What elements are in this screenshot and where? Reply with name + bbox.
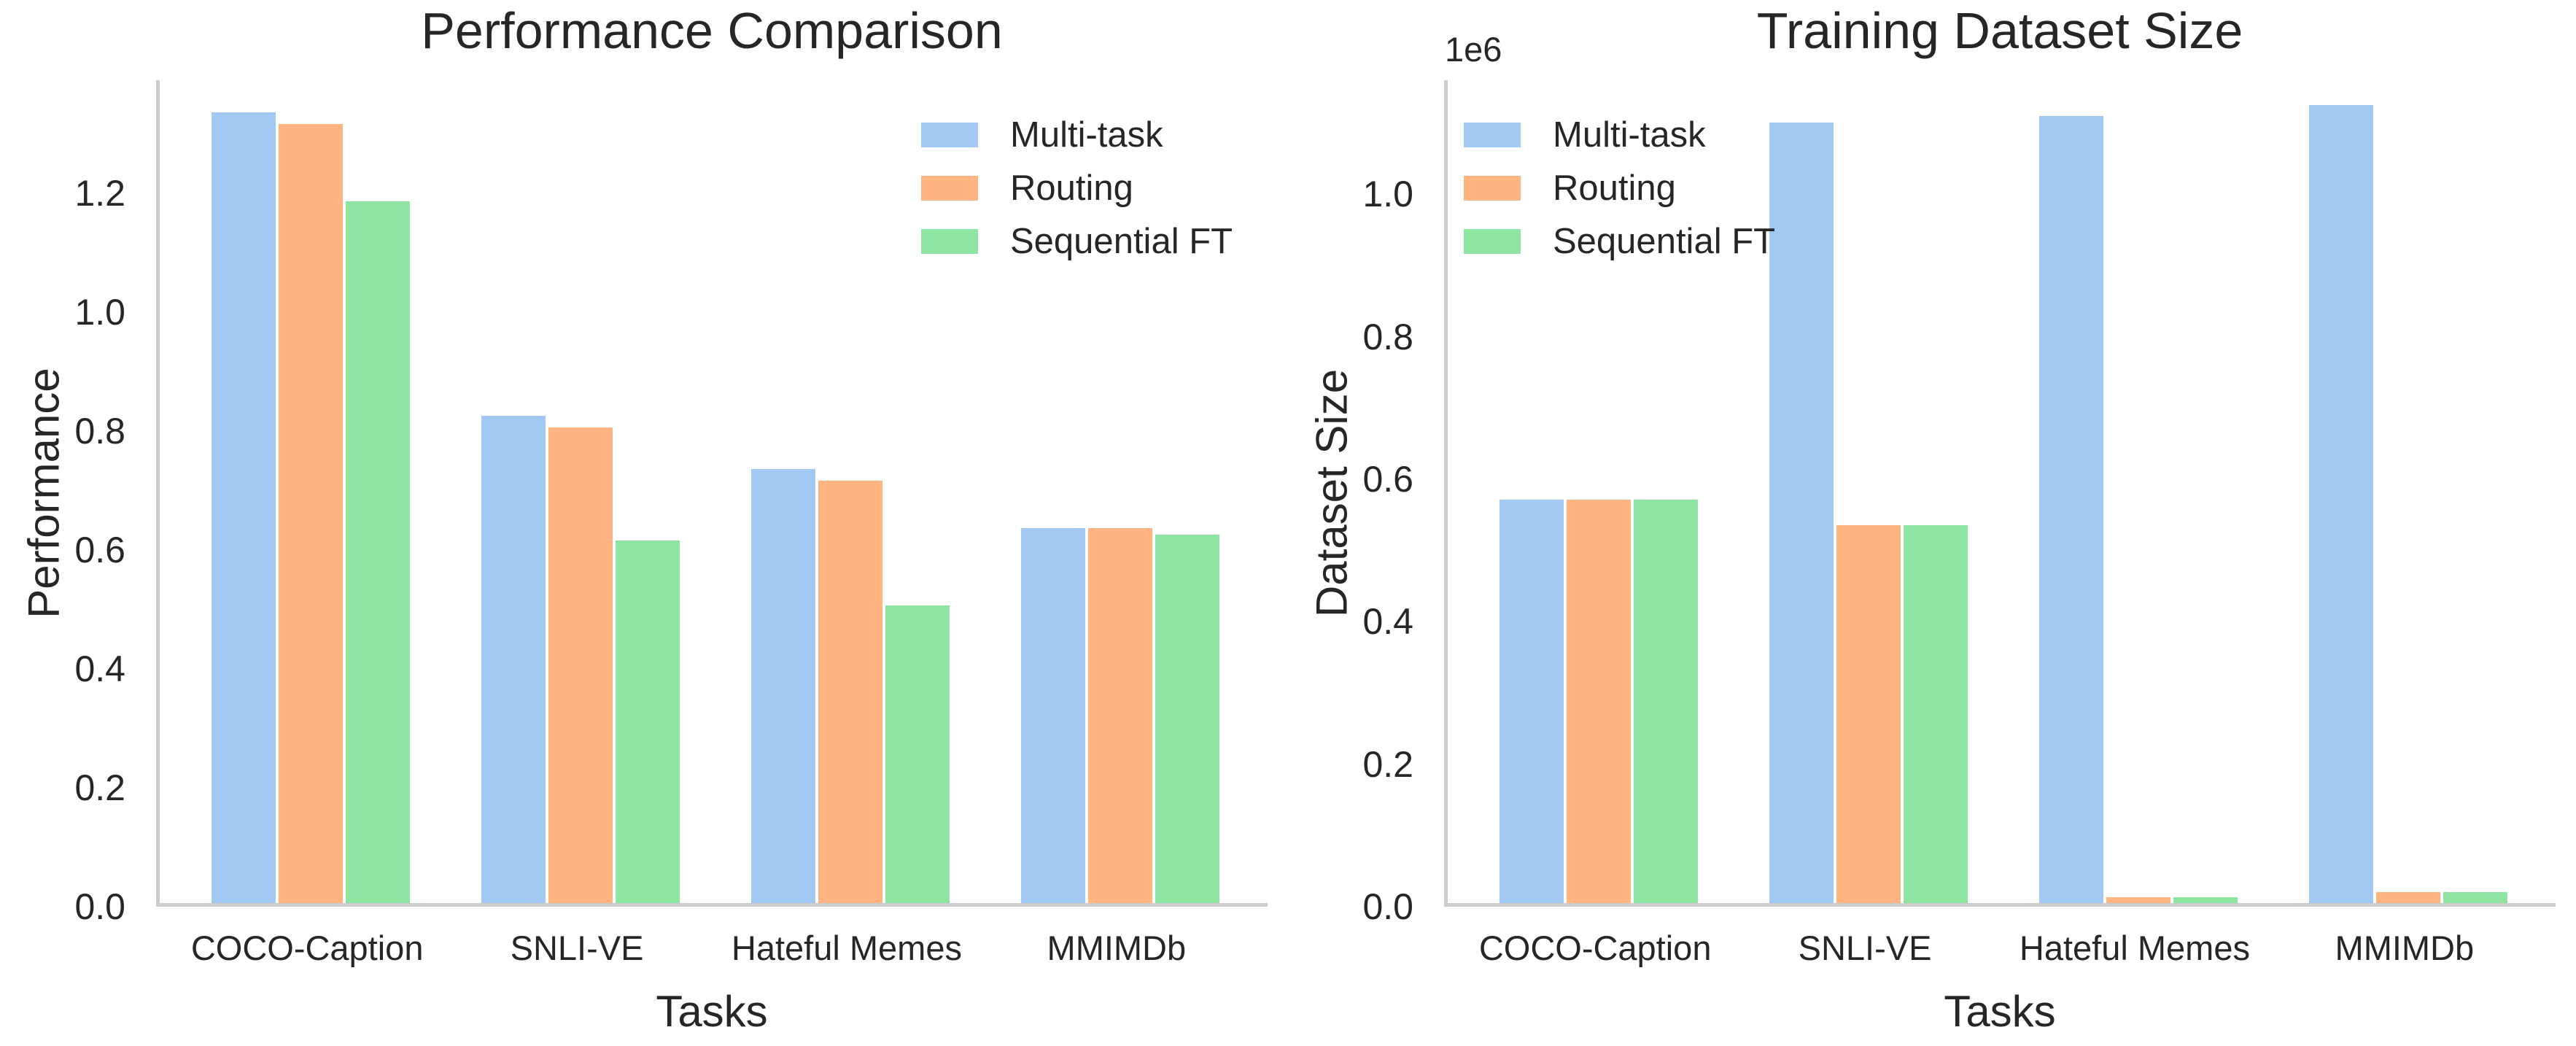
- bar-multi-task-coco-caption: [212, 112, 276, 903]
- bar-routing-snli-ve: [1836, 525, 1901, 903]
- y-tick-label: 1.0: [1362, 174, 1413, 215]
- legend: Multi-task Routing Sequential FT: [921, 108, 1233, 268]
- legend: Multi-task Routing Sequential FT: [1464, 108, 1775, 268]
- y-tick-label: 0.0: [74, 886, 125, 927]
- bar-sequential-ft-snli-ve: [616, 540, 680, 903]
- x-axis-label: Tasks: [1944, 987, 2056, 1036]
- plot-area: [1444, 80, 2556, 907]
- legend-swatch-icon: [1464, 228, 1521, 254]
- legend-item: Multi-task: [1464, 108, 1775, 161]
- legend-item: Multi-task: [921, 108, 1233, 161]
- x-tick-label: COCO-Caption: [190, 929, 424, 967]
- y-tick-label: 1.0: [74, 291, 125, 333]
- y-tick-label: 0.8: [1362, 316, 1413, 357]
- bar-routing-hateful-memes: [818, 481, 882, 903]
- bar-multi-task-mmimdb: [2308, 105, 2373, 903]
- chart-title: Performance Comparison: [421, 2, 1003, 59]
- bar-sequential-ft-hateful-memes: [2173, 896, 2238, 903]
- bar-multi-task-mmimdb: [1020, 528, 1085, 903]
- y-tick-label: 0.6: [1362, 458, 1413, 500]
- bar-sequential-ft-coco-caption: [346, 201, 411, 903]
- y-tick-label: 0.2: [1362, 743, 1413, 785]
- bar-multi-task-coco-caption: [1500, 500, 1564, 903]
- chart-title: Training Dataset Size: [1756, 2, 2243, 59]
- bar-routing-hateful-memes: [2106, 896, 2170, 903]
- y-tick-label: 0.6: [74, 529, 125, 570]
- legend-item: Routing: [921, 161, 1233, 214]
- legend-item: Sequential FT: [921, 214, 1233, 268]
- y-tick-label: 0.0: [1362, 886, 1413, 927]
- performance-comparison-chart: Performance Comparison Performance Tasks…: [19, 2, 1268, 1036]
- legend-label: Routing: [1553, 168, 1676, 208]
- bar-sequential-ft-coco-caption: [1634, 500, 1699, 903]
- bar-multi-task-snli-ve: [481, 415, 546, 903]
- legend-item: Routing: [1464, 161, 1775, 214]
- bar-routing-snli-ve: [548, 427, 613, 903]
- legend-label: Sequential FT: [1010, 221, 1233, 261]
- bar-multi-task-hateful-memes: [750, 468, 815, 903]
- x-axis-label: Tasks: [656, 987, 768, 1036]
- legend-swatch-icon: [1464, 175, 1521, 201]
- x-tick-label: Hateful Memes: [731, 929, 962, 967]
- bar-sequential-ft-snli-ve: [1904, 525, 1968, 903]
- x-tick-label: MMIMDb: [1047, 929, 1187, 967]
- x-tick-label: SNLI-VE: [510, 929, 644, 967]
- legend-swatch-icon: [921, 228, 978, 254]
- bar-multi-task-hateful-memes: [2038, 115, 2103, 903]
- y-axis-label: Dataset Size: [1307, 368, 1357, 618]
- legend-label: Multi-task: [1553, 115, 1706, 155]
- bar-routing-mmimdb: [1087, 528, 1152, 903]
- bar-routing-mmimdb: [2375, 891, 2440, 903]
- x-tick-label: MMIMDb: [2335, 929, 2475, 967]
- legend-label: Sequential FT: [1553, 221, 1776, 261]
- plot-area: [156, 80, 1268, 907]
- y-tick-label: 0.8: [74, 410, 125, 452]
- y-tick-label: 1.2: [74, 172, 125, 214]
- bar-routing-coco-caption: [1567, 500, 1632, 903]
- y-tick-label: 0.2: [74, 767, 125, 808]
- legend-item: Sequential FT: [1464, 214, 1775, 268]
- y-axis-offset-label: 1e6: [1445, 30, 1502, 69]
- y-tick-label: 0.4: [74, 648, 125, 689]
- bar-sequential-ft-mmimdb: [1155, 534, 1219, 903]
- y-axis-label: Performance: [19, 368, 69, 619]
- bar-multi-task-snli-ve: [1769, 122, 1834, 903]
- bar-sequential-ft-hateful-memes: [885, 605, 950, 903]
- y-tick-label: 0.4: [1362, 601, 1413, 643]
- x-tick-label: COCO-Caption: [1478, 929, 1712, 967]
- x-tick-label: Hateful Memes: [2019, 929, 2250, 967]
- training-dataset-size-chart: Training Dataset Size 1e6 Dataset Size T…: [1288, 0, 2576, 1046]
- legend-label: Routing: [1010, 168, 1133, 208]
- legend-swatch-icon: [921, 175, 978, 201]
- legend-swatch-icon: [921, 122, 978, 147]
- x-tick-label: SNLI-VE: [1798, 929, 1932, 967]
- bar-routing-coco-caption: [279, 124, 344, 903]
- legend-label: Multi-task: [1010, 115, 1163, 155]
- legend-swatch-icon: [1464, 122, 1521, 147]
- bar-sequential-ft-mmimdb: [2443, 891, 2507, 903]
